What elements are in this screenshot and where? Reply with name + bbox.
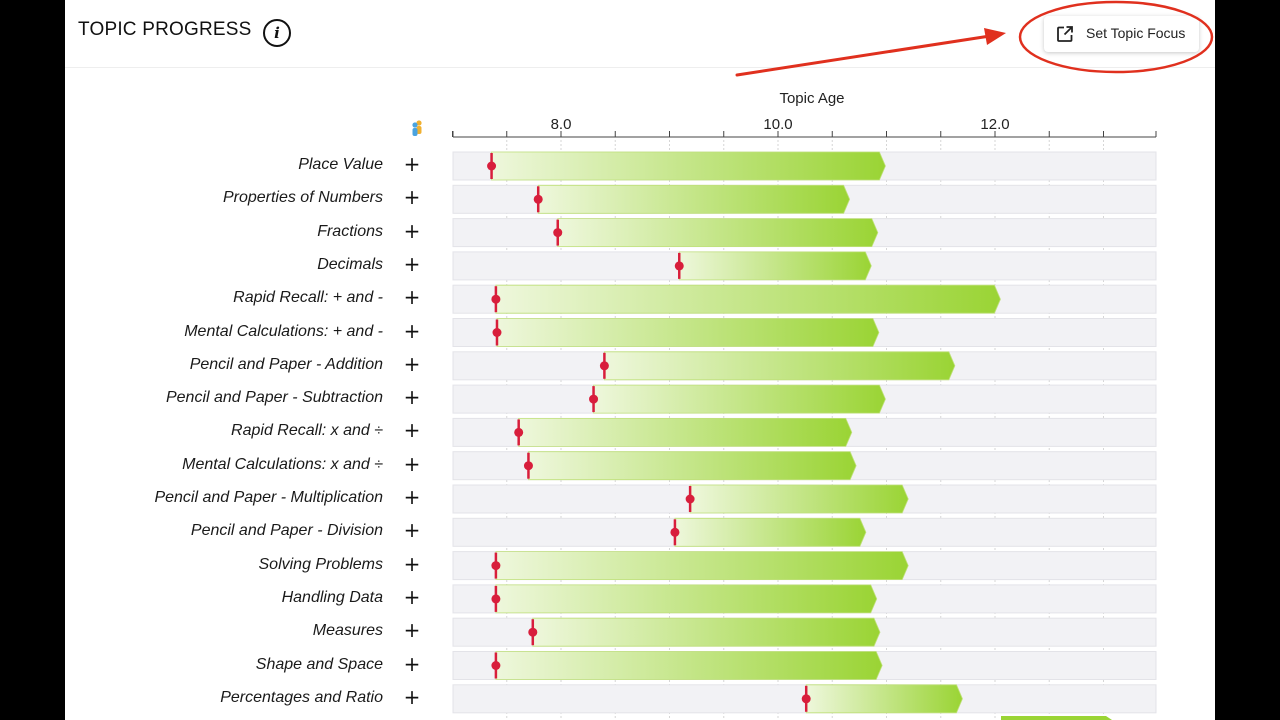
topic-progress-panel: TOPIC PROGRESS i Set Topic Focus (65, 0, 1215, 720)
header-divider (65, 67, 1215, 68)
info-glyph: i (274, 24, 280, 42)
info-icon[interactable]: i (263, 19, 291, 47)
external-link-icon (1057, 26, 1073, 42)
page-title: TOPIC PROGRESS (78, 19, 252, 40)
set-topic-focus-button[interactable]: Set Topic Focus (1044, 16, 1199, 52)
set-topic-focus-label: Set Topic Focus (1086, 25, 1186, 41)
